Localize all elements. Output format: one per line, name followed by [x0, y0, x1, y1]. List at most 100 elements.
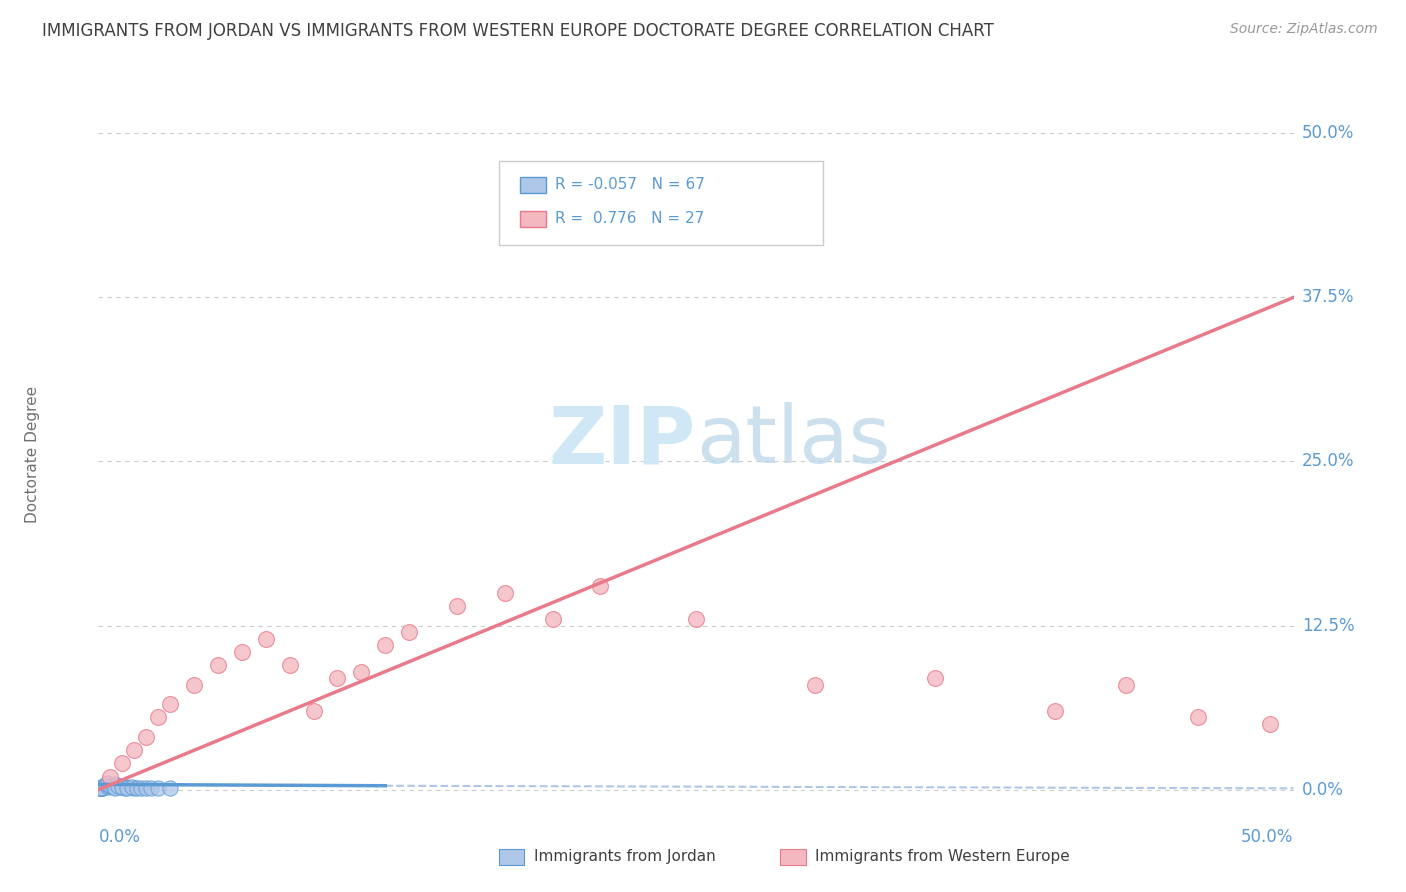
Text: R = -0.057   N = 67: R = -0.057 N = 67 [555, 178, 706, 192]
Point [91, 780, 114, 794]
Point [131, 781, 153, 796]
Point [91, 780, 114, 794]
Point [90, 781, 112, 796]
Text: Source: ZipAtlas.com: Source: ZipAtlas.com [1230, 22, 1378, 37]
Point [90, 781, 112, 796]
Point [494, 586, 516, 600]
Point [90, 781, 112, 796]
Point [804, 678, 827, 692]
Point [254, 632, 277, 646]
Point [90, 781, 112, 796]
Point [90, 781, 112, 796]
Text: Immigrants from Western Europe: Immigrants from Western Europe [815, 849, 1070, 863]
Text: 0.0%: 0.0% [1302, 780, 1344, 798]
Text: Immigrants from Jordan: Immigrants from Jordan [534, 849, 716, 863]
Point [98, 779, 122, 793]
Point [101, 779, 124, 793]
Point [97, 780, 120, 794]
Point [135, 730, 157, 744]
Point [91, 780, 114, 794]
Point [148, 710, 170, 724]
Point [90, 781, 112, 796]
Point [446, 599, 468, 613]
Point [94, 779, 117, 793]
Point [90, 781, 112, 796]
Point [91, 780, 114, 794]
Point [589, 579, 612, 593]
Point [90, 781, 112, 796]
Point [111, 756, 134, 771]
Text: R =  0.776   N = 27: R = 0.776 N = 27 [555, 211, 704, 226]
Point [90, 781, 112, 796]
Point [374, 638, 396, 652]
Point [350, 665, 373, 679]
Point [115, 780, 138, 794]
Point [159, 698, 181, 712]
Point [139, 781, 162, 796]
Point [91, 780, 114, 794]
Point [90, 781, 112, 796]
Text: 25.0%: 25.0% [1302, 452, 1354, 470]
Point [101, 780, 124, 794]
Text: 50.0%: 50.0% [1241, 828, 1294, 846]
Point [91, 780, 114, 794]
Point [90, 781, 112, 796]
Point [231, 645, 253, 659]
Text: Doctorate Degree: Doctorate Degree [25, 386, 41, 524]
Point [90, 781, 112, 796]
Text: 12.5%: 12.5% [1302, 616, 1354, 634]
Point [98, 770, 122, 784]
Text: ZIP: ZIP [548, 402, 696, 480]
Point [115, 781, 138, 796]
Point [90, 781, 112, 796]
Point [121, 780, 143, 794]
Point [90, 781, 112, 796]
Point [111, 779, 134, 793]
Text: 50.0%: 50.0% [1302, 124, 1354, 143]
Text: 0.0%: 0.0% [98, 828, 141, 846]
Point [90, 781, 112, 796]
Point [90, 781, 112, 796]
Point [91, 780, 114, 794]
Point [90, 781, 112, 796]
Point [326, 671, 349, 685]
Point [91, 780, 114, 794]
Point [97, 776, 120, 790]
Point [104, 781, 127, 796]
Point [183, 678, 205, 692]
Point [98, 779, 122, 793]
Point [1115, 678, 1137, 692]
Point [94, 779, 117, 793]
Point [302, 704, 325, 718]
Point [90, 781, 112, 796]
Text: IMMIGRANTS FROM JORDAN VS IMMIGRANTS FROM WESTERN EUROPE DOCTORATE DEGREE CORREL: IMMIGRANTS FROM JORDAN VS IMMIGRANTS FRO… [42, 22, 994, 40]
Point [541, 612, 564, 626]
Point [90, 781, 112, 796]
Point [1043, 704, 1066, 718]
Point [91, 780, 114, 794]
Point [90, 781, 112, 796]
Point [104, 777, 127, 791]
Point [90, 781, 112, 796]
Point [91, 780, 114, 794]
Point [1258, 717, 1281, 731]
Point [924, 671, 946, 685]
Point [90, 781, 112, 796]
Point [91, 780, 114, 794]
Point [159, 781, 181, 796]
Point [90, 781, 112, 796]
Point [124, 743, 146, 757]
Point [207, 657, 229, 672]
Point [278, 657, 301, 672]
Point [90, 781, 112, 796]
Point [124, 781, 146, 796]
Point [91, 780, 114, 794]
Point [398, 625, 420, 640]
Point [90, 781, 112, 796]
Text: 37.5%: 37.5% [1302, 288, 1354, 306]
Point [90, 781, 112, 796]
Point [94, 779, 117, 793]
Point [90, 781, 112, 796]
Point [125, 781, 148, 796]
Point [1187, 710, 1209, 724]
